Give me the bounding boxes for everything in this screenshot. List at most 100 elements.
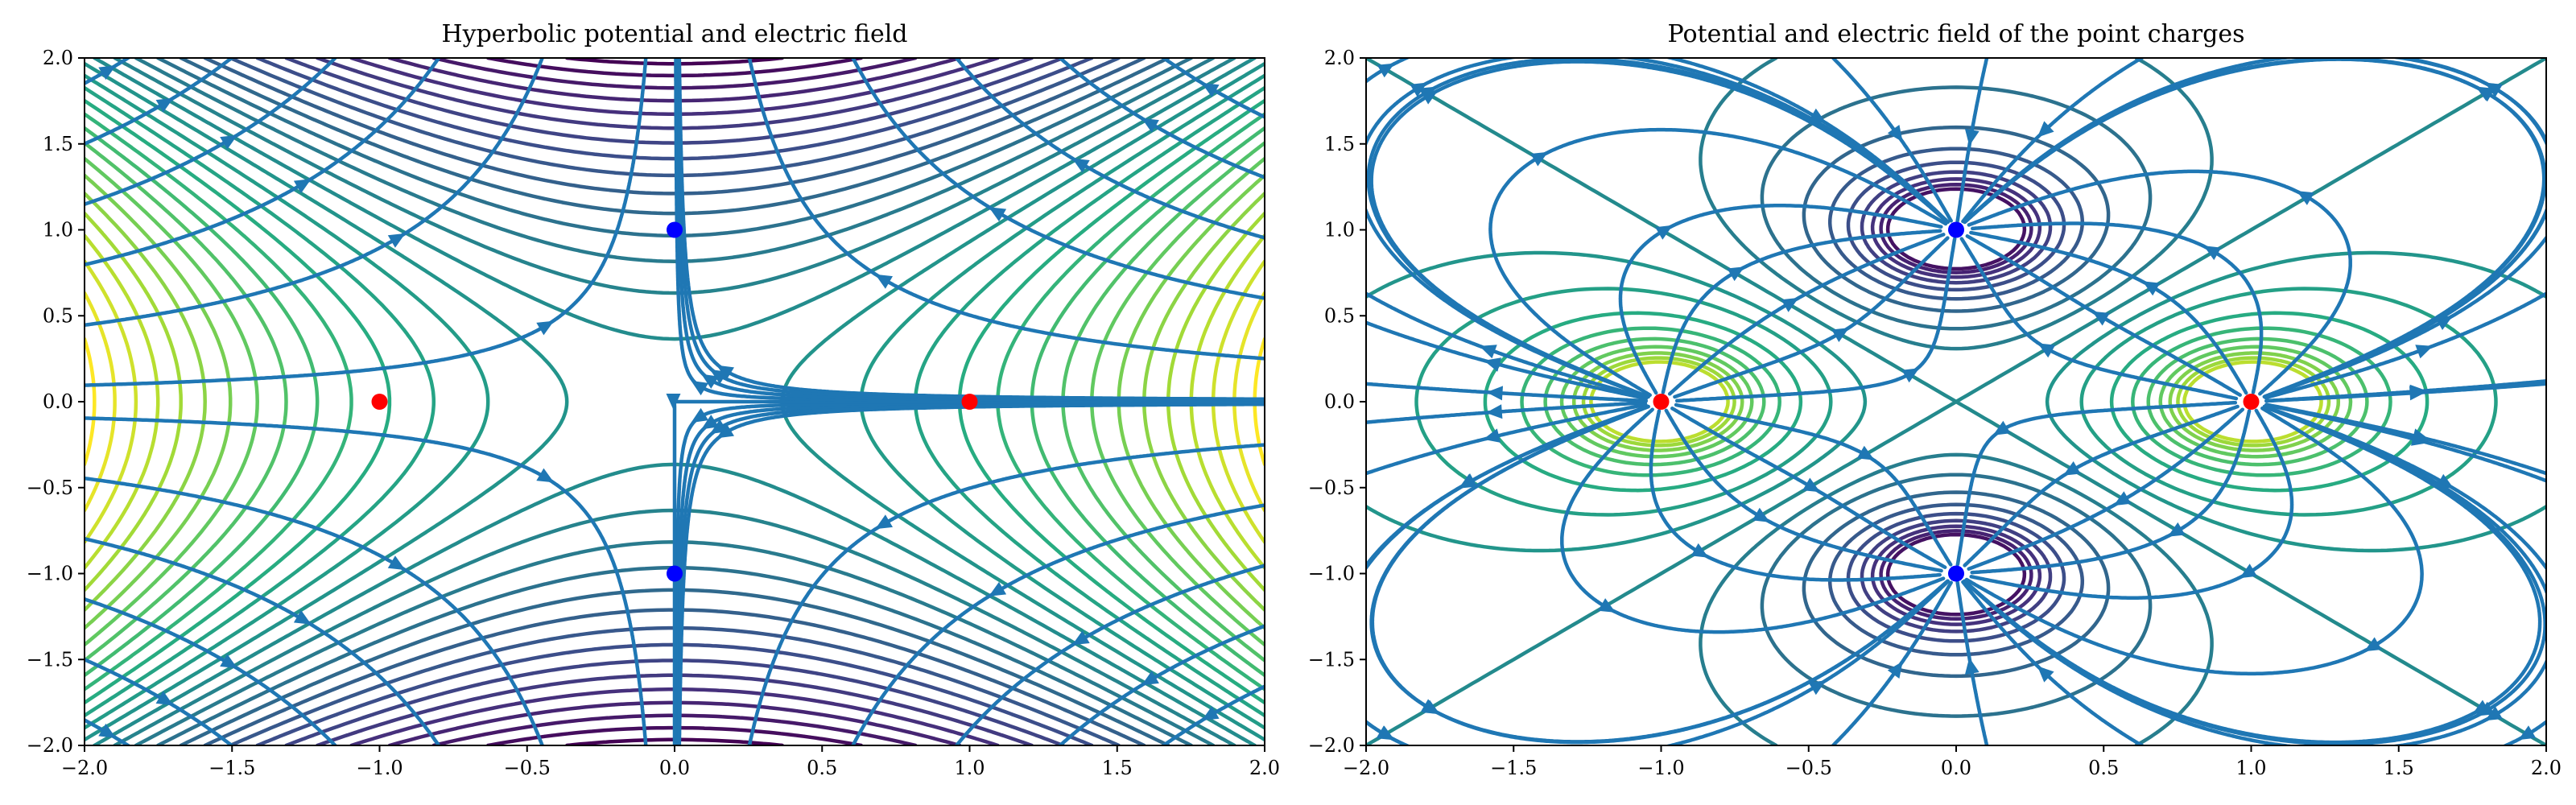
y-tick-label: 1.0 bbox=[43, 219, 73, 242]
left-streamline-layer bbox=[85, 58, 1265, 745]
streamline-arrow bbox=[666, 394, 681, 410]
contour-level bbox=[155, 58, 1194, 745]
contour-level bbox=[1870, 177, 2042, 626]
y-tick-label: 0.0 bbox=[1324, 390, 1355, 413]
contour-level bbox=[1520, 326, 2392, 477]
y-tick-label: −0.5 bbox=[27, 477, 73, 499]
x-tick-label: 0.5 bbox=[2088, 757, 2119, 779]
streamline-arrow bbox=[1201, 83, 1220, 97]
streamline-arrow bbox=[701, 374, 719, 389]
streamline-arrow bbox=[709, 419, 728, 434]
streamline-arrow bbox=[1964, 128, 1979, 147]
contour-level bbox=[85, 173, 1265, 630]
contour-level bbox=[85, 112, 1265, 691]
y-tick-label: 1.5 bbox=[1324, 133, 1355, 155]
contour-level bbox=[1846, 160, 2066, 643]
streamline bbox=[747, 58, 1265, 361]
streamline-arrow bbox=[716, 365, 734, 380]
right-chart-title: Potential and electric field of the poin… bbox=[1668, 20, 2245, 48]
y-tick-label: −1.0 bbox=[1308, 563, 1355, 585]
streamline-arrow bbox=[98, 723, 117, 738]
x-tick-label: 0.0 bbox=[659, 757, 690, 779]
streamline-arrow bbox=[1655, 225, 1673, 240]
streamline-arrow bbox=[2363, 637, 2382, 652]
streamline-arrow bbox=[1781, 297, 1799, 312]
streamline-arrow bbox=[387, 555, 406, 571]
x-tick-label: −2.0 bbox=[1343, 757, 1389, 779]
contour-level bbox=[1699, 58, 2214, 745]
streamline-arrow bbox=[989, 207, 1007, 222]
x-tick-label: 2.0 bbox=[1249, 757, 1280, 779]
streamline-arrow bbox=[155, 691, 174, 706]
x-tick-label: 1.0 bbox=[2235, 757, 2266, 779]
streamline-arrow bbox=[989, 581, 1007, 597]
x-tick-label: −0.5 bbox=[1785, 757, 1832, 779]
streamline-arrow bbox=[2062, 461, 2081, 476]
negative-charge-marker bbox=[667, 565, 683, 582]
x-tick-label: −1.5 bbox=[208, 757, 255, 779]
x-tick-label: −1.0 bbox=[1637, 757, 1684, 779]
streamline-arrow bbox=[2415, 345, 2434, 359]
streamline-arrow bbox=[1992, 420, 2011, 436]
streamline-arrow bbox=[2411, 428, 2429, 443]
streamline-arrow bbox=[701, 415, 719, 430]
streamline-arrow bbox=[2037, 121, 2054, 138]
streamline-arrow bbox=[2167, 522, 2186, 537]
left-contour-layer bbox=[85, 58, 1265, 745]
y-tick-label: −2.0 bbox=[1308, 734, 1355, 757]
x-tick-label: 1.5 bbox=[2384, 757, 2414, 779]
x-tick-label: 0.0 bbox=[1941, 757, 1971, 779]
y-tick-label: −0.5 bbox=[1308, 477, 1355, 499]
streamline-arrow bbox=[1887, 125, 1903, 142]
y-tick-label: 0.5 bbox=[1324, 304, 1355, 327]
streamline-arrow bbox=[220, 654, 237, 669]
streamline-arrow bbox=[1808, 680, 1827, 696]
contour-level bbox=[85, 192, 1265, 612]
streamline-arrow bbox=[1856, 445, 1875, 460]
streamline-arrow bbox=[387, 233, 406, 248]
streamline-arrow bbox=[1141, 671, 1159, 686]
streamline-arrow bbox=[1727, 266, 1745, 282]
right-y-axis: 2.0 1.5 1.0 0.5 0.0 −0.5 −1.0 −1.5 −2.0 bbox=[1308, 47, 1366, 757]
positive-charge-marker bbox=[1653, 394, 1670, 410]
x-tick-label: −1.0 bbox=[356, 757, 402, 779]
streamline-arrow bbox=[1530, 151, 1549, 167]
streamline-arrow bbox=[1071, 158, 1090, 173]
contour-level bbox=[284, 58, 1065, 745]
x-tick-label: 2.0 bbox=[2531, 757, 2562, 779]
streamline-arrow bbox=[1690, 543, 1709, 558]
streamline-arrow bbox=[2240, 564, 2257, 579]
streamline-arrow bbox=[2409, 386, 2426, 401]
negative-charge-marker bbox=[667, 221, 683, 238]
streamline-arrow bbox=[2518, 725, 2537, 741]
contour-level bbox=[85, 73, 1265, 730]
positive-charge-marker bbox=[2243, 394, 2260, 410]
streamline-arrow bbox=[1964, 657, 1979, 675]
streamline-arrow bbox=[2484, 82, 2503, 97]
contour-level bbox=[85, 98, 1265, 705]
x-tick-label: −2.0 bbox=[61, 757, 108, 779]
streamline-arrow bbox=[1831, 328, 1850, 342]
y-tick-label: −2.0 bbox=[27, 734, 73, 757]
x-tick-label: 1.0 bbox=[954, 757, 985, 779]
streamline-arrow bbox=[1422, 700, 1440, 715]
x-tick-label: −0.5 bbox=[504, 757, 551, 779]
positive-charge-marker bbox=[371, 394, 388, 410]
streamline-arrow bbox=[2037, 666, 2054, 683]
streamline-arrow bbox=[1483, 428, 1501, 443]
streamline-arrow bbox=[875, 274, 893, 289]
streamline-arrow bbox=[1410, 82, 1428, 97]
streamline-arrow bbox=[875, 514, 893, 530]
streamline-arrow bbox=[1486, 386, 1503, 401]
streamline-arrow bbox=[2297, 191, 2314, 205]
streamline-arrow bbox=[536, 320, 555, 336]
right-x-axis: −2.0 −1.5 −1.0 −0.5 0.0 0.5 1.0 1.5 2.0 bbox=[1343, 745, 2562, 779]
right-contour-layer bbox=[1366, 58, 2546, 745]
streamline-arrow bbox=[98, 65, 117, 80]
right-charge-markers bbox=[1653, 221, 2260, 582]
streamline bbox=[747, 443, 1265, 745]
streamline-arrow bbox=[1201, 706, 1220, 720]
streamline-arrow bbox=[2113, 491, 2132, 506]
streamline-arrow bbox=[1802, 477, 1821, 493]
